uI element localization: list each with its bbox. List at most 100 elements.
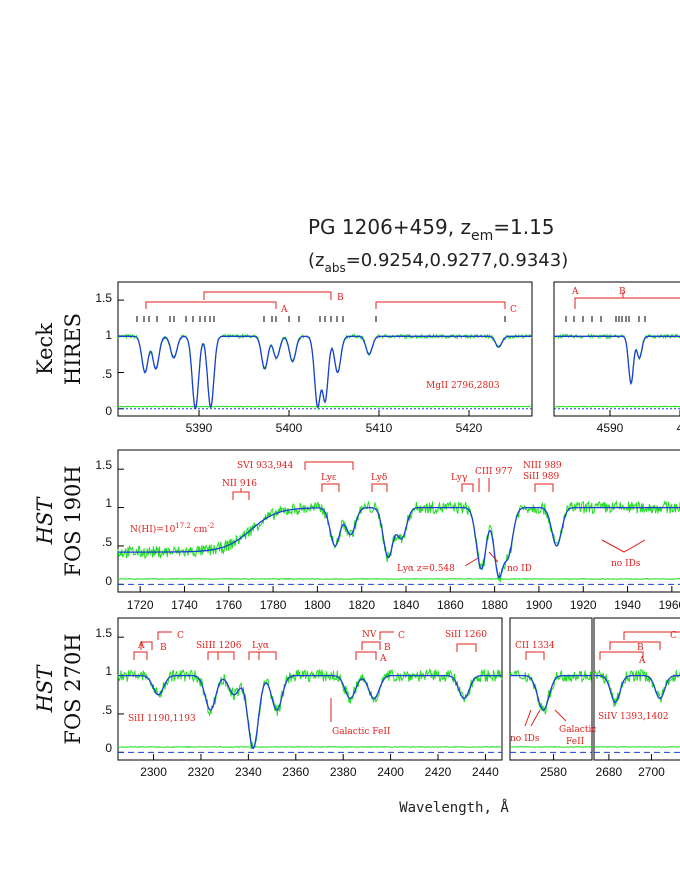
fos190-lyd-bracket [371, 483, 388, 492]
fos270-siiv-label: SiIV 1393,1402 [598, 712, 669, 722]
fos190-svi-bracket [304, 461, 354, 470]
error-spectrum [117, 745, 503, 748]
fos270-ytick-1: .5 [102, 703, 112, 717]
keck-mgii-label: MgII 2796,2803 [426, 381, 500, 391]
fos190-nii-label: NII 916 [222, 479, 257, 489]
fos270-label-A1: A [137, 641, 145, 651]
fos270-galfe2-leader [554, 709, 567, 722]
fos190-xtick-1800: 1800 [304, 598, 331, 612]
fos270-xtick-2320: 2320 [188, 765, 215, 779]
fos190-ytick-2: 1 [105, 496, 112, 510]
fos270-lya-bracket [248, 651, 277, 660]
fos270-xtick-2380: 2380 [330, 765, 357, 779]
fos270-yticks: 0 .5 1 1.5 [95, 626, 112, 755]
model-fit [118, 506, 680, 579]
observed-spectrum [553, 333, 680, 385]
keck-bracket-C [375, 301, 506, 309]
fos270-xtick-2680: 2680 [596, 765, 623, 779]
fos190-xtick-1840: 1840 [393, 598, 420, 612]
keck-yticks: 0 .5 1 1.5 [95, 291, 112, 418]
fos190-ylabel-1: HST [33, 496, 57, 546]
fos270-C2-label: C [398, 631, 405, 641]
fos190-yticks: 0 .5 1 1.5 [95, 458, 112, 588]
model-fit [510, 674, 592, 711]
keck-ytick-0: 0 [105, 404, 112, 418]
model-fit [554, 335, 680, 386]
figure-title-sub: em [471, 228, 493, 244]
fos270-B2-bracket [361, 641, 381, 650]
keck-label-A2: A [571, 287, 579, 297]
keck-frame-right [553, 281, 680, 417]
keck-label-B: B [337, 293, 344, 303]
fos190-ciii-bracket [478, 478, 490, 492]
fos270-frame-3 [593, 617, 680, 761]
fos270-lya-label: Lyα [252, 641, 269, 651]
fos270-label-C1: C [177, 631, 184, 641]
fos270-xtick-2300: 2300 [140, 765, 167, 779]
fos270-ylabel-1: HST [33, 664, 57, 714]
fos190-xtick-1820: 1820 [348, 598, 375, 612]
fos270-A2-label: A [379, 654, 387, 664]
x-axis-label: Wavelength, Å [399, 799, 509, 816]
fos270-ytick-2: 1 [105, 664, 112, 678]
fos270-xtick-2440: 2440 [472, 765, 499, 779]
keck-component-ticks [136, 316, 646, 322]
fos190-lya-leader [464, 557, 479, 567]
fos270-galfe2b-label: FeII [566, 737, 585, 747]
fos190-xticks: 1720 1740 1760 1780 1800 1820 1840 1860 … [127, 598, 680, 612]
keck-xticks: 5390 5400 5410 5420 4590 4 [186, 421, 680, 435]
error-spectrum [117, 577, 680, 580]
fos270-xtick-2400: 2400 [377, 765, 404, 779]
fos190-siii-label: SiII 989 [523, 472, 559, 482]
keck-frame-left [117, 281, 533, 417]
observed-spectrum [593, 668, 680, 708]
error-spectrum [117, 405, 533, 408]
fos270-nv-label: NV [362, 630, 377, 640]
fos270-B2-label: B [384, 643, 391, 653]
fos270-siii1190-label: SiII 1190,1193 [128, 714, 196, 724]
fos270-xtick-2580: 2580 [540, 765, 567, 779]
keck-bracket-A [145, 301, 277, 309]
fos270-siiii-bracket [207, 651, 235, 660]
fos270-ylabel-2: FOS 270H [61, 633, 85, 744]
keck-annotations [136, 291, 680, 322]
fos190-nii-bracket [232, 488, 250, 500]
subtitle-tail: =0.9254,0.9277,0.9343) [346, 250, 569, 271]
fos190-nhi-unit: cm [191, 525, 208, 535]
fos190-ytick-1: .5 [102, 535, 112, 549]
fos270-C3-label: C [670, 631, 677, 641]
keck-xtick-5400: 5400 [276, 421, 303, 435]
fos190-xtick-1940: 1940 [614, 598, 641, 612]
fos270-galfe2a-label: Galactic [559, 725, 596, 735]
fos190-lya-label: Lyα z=0.548 [397, 564, 455, 574]
figure-title: PG 1206+459, zem=1.15 [308, 215, 555, 244]
fos190-lye-bracket [321, 483, 340, 492]
fos270-bracket-C1 [157, 631, 172, 640]
fos270-cii-bracket [525, 651, 545, 660]
model-fit [118, 335, 532, 410]
keck-xtick-5410: 5410 [366, 421, 393, 435]
fos190-xtick-1740: 1740 [171, 598, 198, 612]
keck-bracket-A2 [574, 297, 680, 309]
error-spectrum [593, 745, 680, 748]
keck-xtick-5390: 5390 [186, 421, 213, 435]
figure-title-tail: =1.15 [493, 215, 554, 239]
fos270-bracket-B1 [140, 641, 153, 650]
fos190-noids-label: no IDs [611, 559, 641, 569]
fos190-nhi-label: N(HI)=1017.2 cm-2 [130, 522, 214, 535]
spectra-layer [117, 299, 680, 760]
fos270-xtick-2340: 2340 [235, 765, 262, 779]
fos270-xtick-2360: 2360 [282, 765, 309, 779]
keck-xtick-5420: 5420 [456, 421, 483, 435]
fos270-siiii-label: SiIII 1206 [196, 641, 242, 651]
keck-xtick-4: 4 [677, 421, 680, 435]
fos270-panel [117, 617, 680, 761]
fos190-annotations [232, 461, 646, 567]
fos270-label-B1: B [160, 643, 167, 653]
fos270-B3-label: B [637, 643, 644, 653]
error-spectrum [553, 405, 680, 408]
fos190-xtick-1960: 1960 [658, 598, 680, 612]
fos190-niii-bracket [534, 483, 554, 492]
fos190-ylabel-2: FOS 190H [61, 465, 85, 576]
fos270-ytick-0: 0 [105, 741, 112, 755]
